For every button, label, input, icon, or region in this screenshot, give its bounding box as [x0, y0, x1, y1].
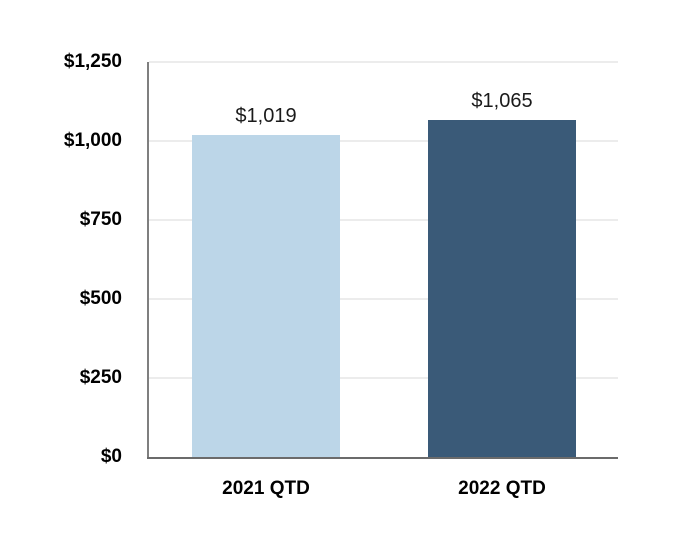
gridline	[149, 140, 618, 142]
bar-2021-qtd	[192, 134, 340, 457]
bar-value-label: $1,065	[471, 90, 533, 113]
x-axis-line	[147, 456, 618, 459]
y-axis-line	[147, 62, 149, 459]
y-axis-tick-label: $0	[100, 446, 122, 467]
gridline	[149, 298, 618, 300]
y-axis-tick-label: $250	[79, 367, 122, 388]
y-axis-tick-label: $1,250	[63, 51, 122, 72]
gridline	[149, 61, 618, 63]
gridline	[149, 377, 618, 379]
x-axis-category-label: 2021 QTD	[222, 478, 310, 499]
gridline	[149, 219, 618, 221]
y-axis-tick-label: $1,000	[63, 130, 122, 151]
y-axis-tick-label: $500	[79, 288, 122, 309]
x-axis-category-label: 2022 QTD	[458, 478, 546, 499]
bar-value-label: $1,019	[235, 104, 297, 127]
y-axis-tick-label: $750	[79, 209, 122, 230]
bar-2022-qtd	[428, 120, 576, 457]
